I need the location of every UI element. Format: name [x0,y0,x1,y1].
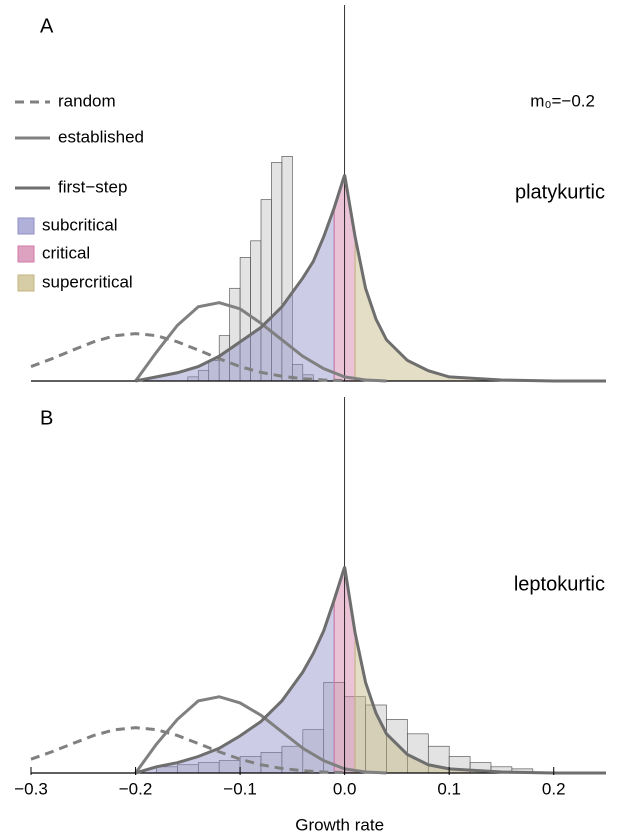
region-area [135,599,335,774]
x-tick-label: 0.2 [542,779,566,798]
x-tick-label: −0.3 [14,779,48,798]
x-tick-label: 0.1 [437,779,461,798]
x-tick-label: −0.1 [223,779,257,798]
x-axis-label: Growth rate [295,815,384,834]
curve [30,726,345,775]
legend-label: supercritical [42,272,133,291]
legend-label: critical [42,243,90,262]
kurtosis-label: platykurtic [515,181,605,203]
region-area [354,236,606,382]
x-tick-label: 0.0 [333,779,357,798]
region-area [354,632,606,774]
legend-label: random [58,91,116,110]
legend-swatch [17,274,35,292]
panel-label: A [40,15,54,37]
curve [135,566,606,775]
kurtosis-label: leptokurtic [514,573,605,595]
panel-label: B [40,407,53,429]
x-tick-label: −0.2 [119,779,153,798]
parameter-label: m₀=−0.2 [530,91,595,110]
legend-label: subcritical [42,215,118,234]
legend-label: first−step [58,177,127,196]
curve [30,332,345,383]
curve [135,174,606,383]
legend-swatch [17,245,35,263]
curve [134,301,387,383]
legend-swatch [17,217,35,235]
legend-label: established [58,127,144,146]
